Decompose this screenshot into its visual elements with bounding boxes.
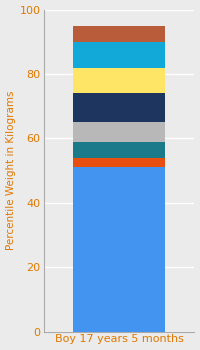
Bar [73, 158, 165, 167]
Bar [73, 93, 165, 122]
Bar [73, 142, 165, 158]
Bar [73, 68, 165, 93]
Bar [73, 122, 165, 142]
Bar [73, 42, 165, 68]
Bar [73, 26, 165, 42]
Y-axis label: Percentile Weight in Kilograms: Percentile Weight in Kilograms [6, 91, 16, 250]
Bar [73, 167, 165, 332]
